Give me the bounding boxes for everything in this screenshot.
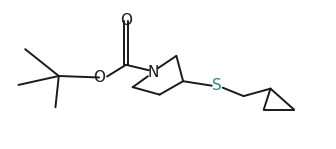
Text: O: O (120, 13, 132, 28)
Text: N: N (147, 65, 159, 80)
Text: O: O (93, 70, 105, 85)
Text: S: S (212, 78, 222, 93)
